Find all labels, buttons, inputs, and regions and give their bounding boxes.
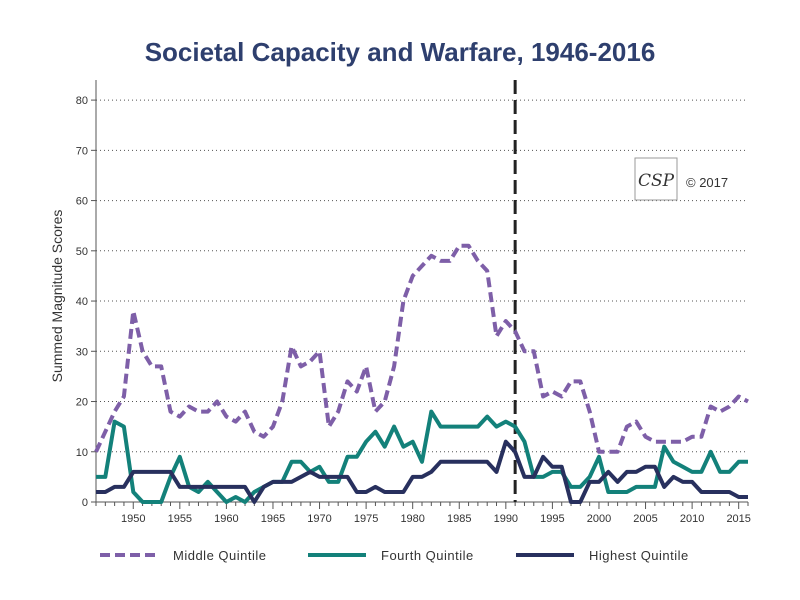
copyright-text: © 2017 [686,175,728,190]
y-tick-label: 10 [76,447,88,459]
y-tick-label: 30 [76,346,88,358]
series-line-highest-quintile [96,439,748,504]
logo-text: CSP [638,171,675,191]
x-tick-label: 1980 [400,513,424,525]
legend: Middle Quintile Fourth Quintile Highest Qu… [100,548,689,563]
y-tick-label: 40 [76,296,88,308]
y-tick-labels: 0 10 20 30 40 50 60 70 80 [76,95,88,509]
y-axis-label: Summed Magnitude Scores [49,210,65,383]
x-tick-label: 1960 [214,513,238,525]
y-tick-label: 50 [76,246,88,258]
x-tick-label: 2015 [726,513,750,525]
x-tick-label: 2010 [680,513,704,525]
x-tick-label: 1975 [354,513,378,525]
x-tick-label: 1985 [447,513,471,525]
grid-lines [96,99,748,453]
series-lines [94,243,749,504]
y-tick-label: 0 [82,497,88,509]
legend-label: Highest Quintile [589,548,689,563]
y-tick-label: 60 [76,196,88,208]
x-tick-label: 2005 [633,513,657,525]
chart-title: Societal Capacity and Warfare, 1946-2016 [145,37,656,67]
y-tick-label: 20 [76,397,88,409]
x-tick-label: 1955 [168,513,192,525]
y-tick-label: 70 [76,145,88,157]
legend-label: Middle Quintile [173,548,267,563]
series-line-middle-quintile [94,243,749,454]
x-tick-label: 1970 [307,513,331,525]
x-tick-labels: 1950 1955 1960 1965 1970 1975 1980 1985 1990 1995… [121,513,751,525]
csp-logo: CSP [634,157,678,201]
x-tick-label: 2000 [587,513,611,525]
x-tick-label: 1990 [494,513,518,525]
y-tick-label: 80 [76,95,88,107]
x-tick-label: 1965 [261,513,285,525]
axes [91,80,749,509]
legend-label: Fourth Quintile [381,548,474,563]
x-tick-label: 1950 [121,513,145,525]
logo-frame [634,157,678,201]
x-tick-label: 1995 [540,513,564,525]
